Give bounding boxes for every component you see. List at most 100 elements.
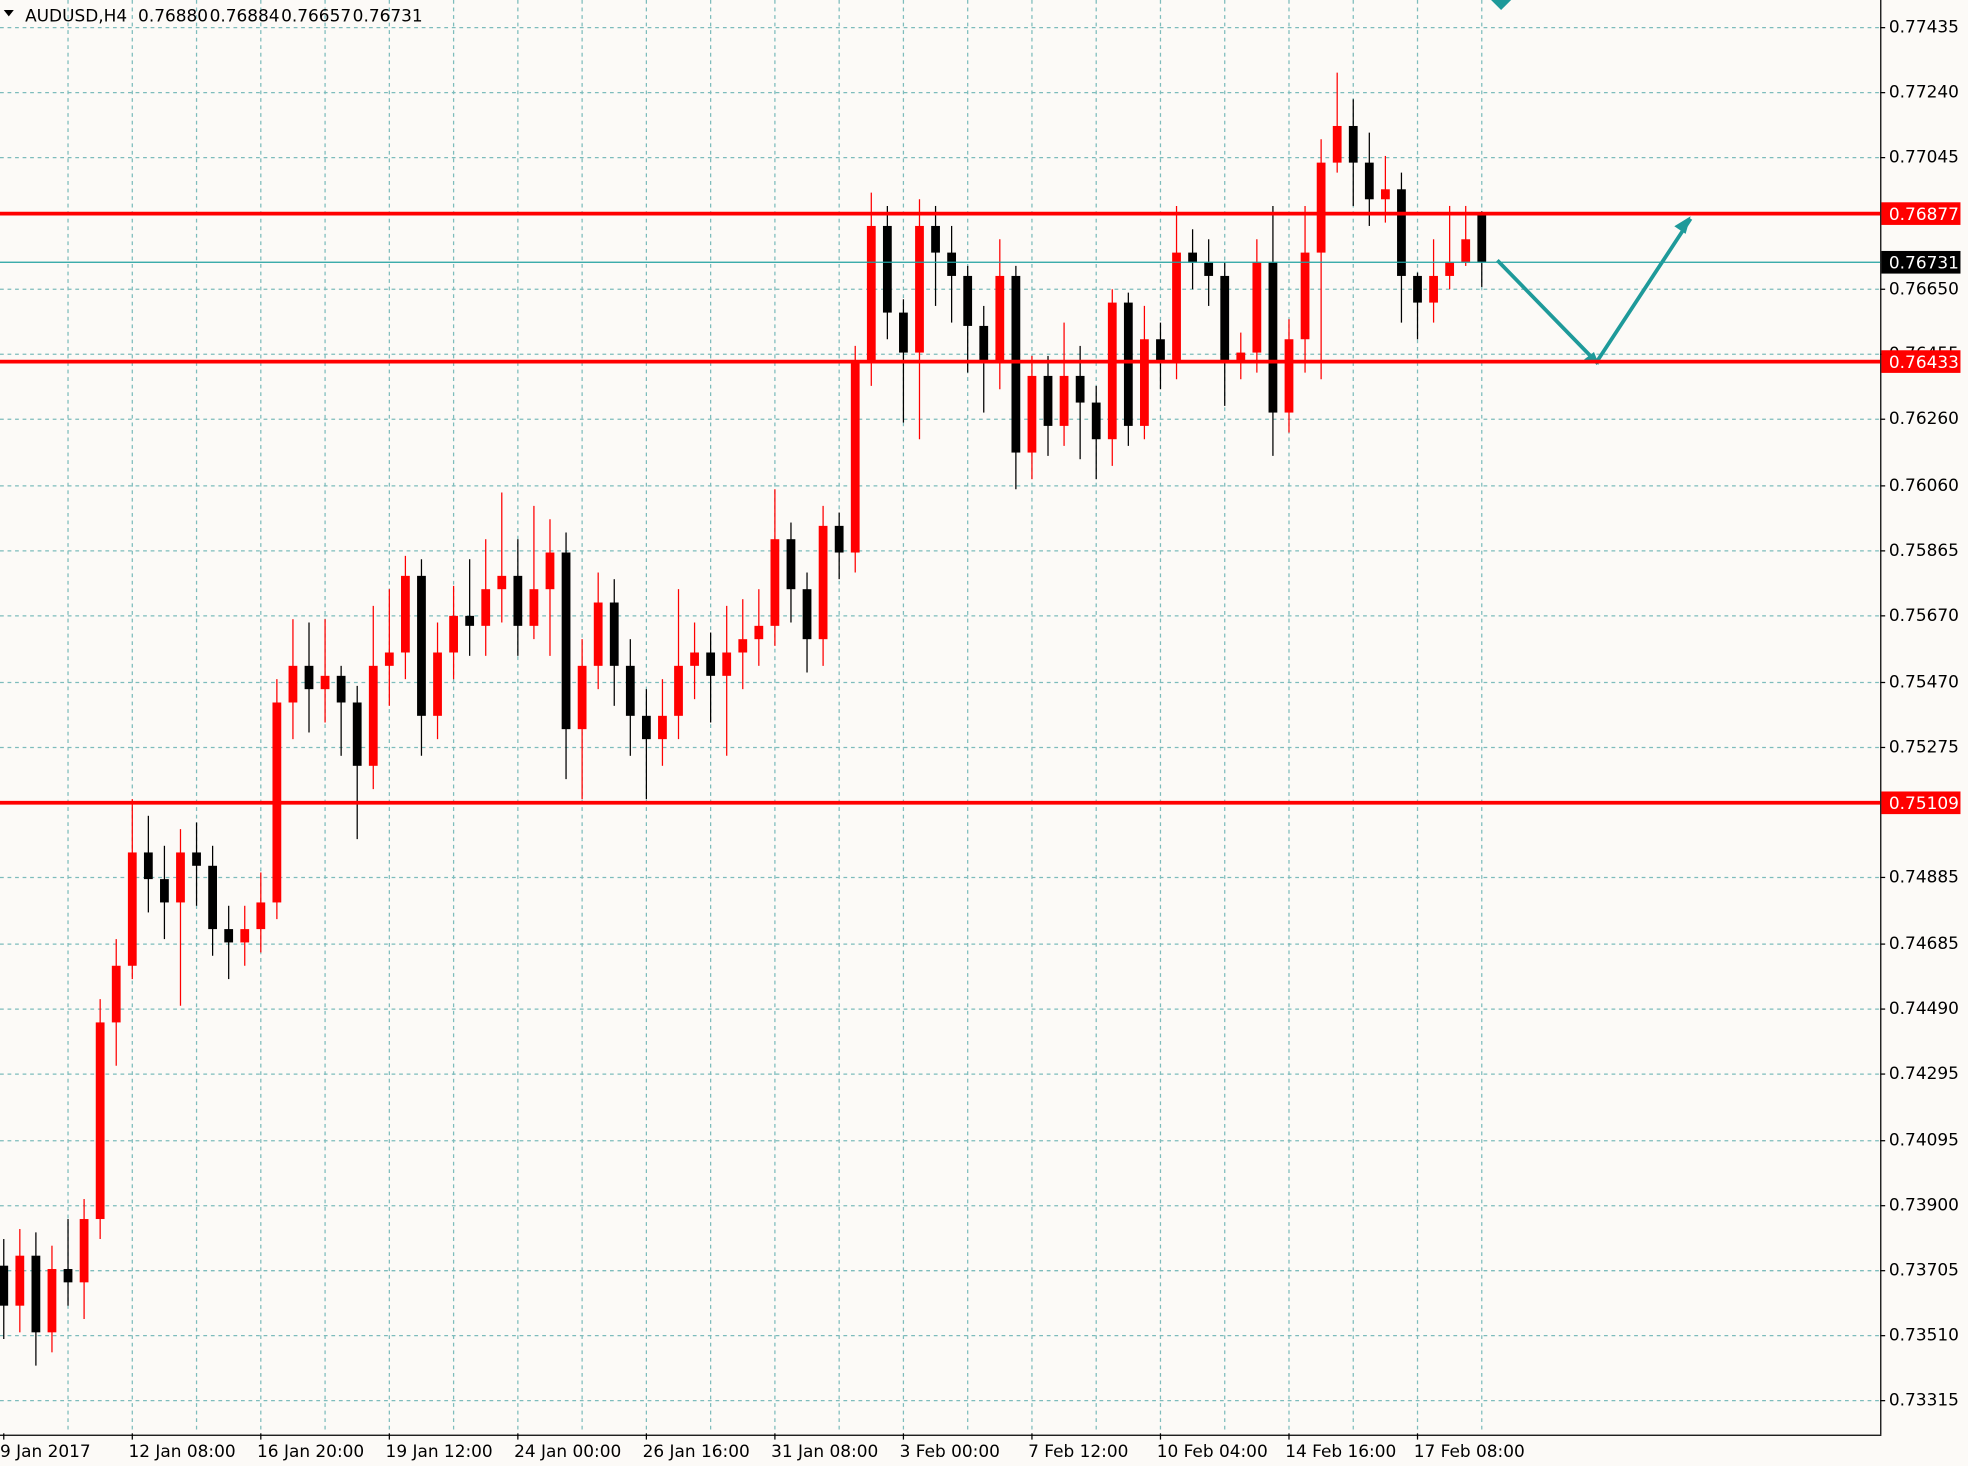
candle-body [529,589,539,626]
candle-body [47,1269,57,1333]
x-tick-label: 16 Jan 20:00 [257,1441,364,1461]
candle-body [1123,302,1133,426]
y-tick-label: 0.76060 [1889,475,1959,495]
candle-body [79,1219,89,1283]
candle-body [1252,262,1262,353]
x-tick-label: 12 Jan 08:00 [129,1441,236,1461]
candle-body [1204,262,1214,276]
candle-body [1172,252,1181,363]
quote-open: 0.76880 [138,5,208,25]
candle-body [1188,252,1197,263]
x-tick-label: 3 Feb 00:00 [900,1441,1000,1461]
candle-body [111,965,121,1023]
y-tick-label: 0.74490 [1889,998,1959,1018]
candle-body [449,615,458,653]
price-label-box [1881,350,1961,373]
x-tick-label: 26 Jan 16:00 [643,1441,750,1461]
candle-body [738,639,748,653]
menu-triangle[interactable] [3,10,14,17]
candle-body [288,665,298,703]
candle-body [192,852,201,866]
candle-body [947,252,957,276]
price-label-box [1881,202,1961,225]
candle-body [1461,239,1471,263]
price-label: 0.75109 [1889,793,1959,813]
y-tick-label: 0.74685 [1889,933,1959,953]
candle-body [1268,262,1278,413]
arrow-head [1674,216,1691,234]
candle-body [899,312,908,353]
candle-body [1140,339,1149,426]
x-tick-label: 7 Feb 12:00 [1028,1441,1128,1461]
candle-body [1300,252,1310,340]
candle-body [31,1255,41,1333]
candle-body [417,575,426,716]
y-tick-label: 0.77435 [1889,17,1959,37]
candle-body [1011,275,1021,453]
candle-body [1364,162,1374,200]
y-tick-label: 0.75670 [1889,605,1959,625]
y-tick-label: 0.75865 [1889,540,1959,560]
candle-body [979,325,989,363]
price-axis-bg [1880,0,1968,1466]
candle-body [690,652,699,666]
candle-body [481,589,491,626]
candle-body [465,615,475,626]
candle-body [754,625,764,640]
candle-body [513,575,523,626]
candle-body [15,1255,25,1306]
candle-body [882,225,892,313]
x-tick-label: 31 Jan 08:00 [771,1441,878,1461]
price-label-box [1881,791,1961,815]
candle-body [497,575,507,590]
candle-body [63,1269,73,1283]
candle-body [176,852,185,903]
y-tick-label: 0.74885 [1889,866,1959,886]
candle-body [1059,375,1069,426]
y-tick-label: 0.77045 [1889,147,1959,167]
candle-body [208,865,218,930]
candle-body [1236,352,1246,363]
x-tick-label: 17 Feb 08:00 [1414,1441,1525,1461]
candle-body [866,225,876,363]
y-tick-label: 0.74295 [1889,1063,1959,1083]
x-tick-label: 9 Jan 2017 [0,1441,91,1461]
candle-body [1445,262,1455,276]
candle-body [722,652,732,676]
candle-body [95,1022,105,1220]
candle-body [224,929,234,943]
candle-body [625,665,635,716]
candle-body [658,715,667,740]
price-label: 0.76433 [1889,352,1959,372]
candle-body [256,902,266,930]
candle-body [368,665,378,766]
candle-body [1027,375,1037,453]
candle-body [1107,302,1117,440]
candle-body [352,702,362,766]
candle-body [786,539,796,590]
candle-body [127,852,137,966]
quote-high: 0.76884 [210,5,280,25]
candle-body [320,675,330,690]
candle-body [401,575,410,653]
candle-body [802,589,812,640]
candle-body [850,362,860,553]
candle-body [931,225,940,253]
candle-body [1413,275,1422,303]
candle-body [0,1265,9,1306]
candle-body [834,525,844,553]
y-tick-label: 0.73705 [1889,1260,1959,1280]
x-tick-label: 10 Feb 04:00 [1157,1441,1268,1461]
candle-body [561,552,571,730]
candle-body [433,652,442,716]
candle-body [1397,189,1406,276]
y-tick-label: 0.73315 [1889,1390,1959,1410]
candle-body [674,665,683,716]
candle-body [963,275,973,326]
price-label-box [1881,250,1961,274]
candle-body [577,665,587,730]
y-tick-label: 0.74095 [1889,1130,1959,1150]
y-tick-label: 0.75275 [1889,736,1959,756]
x-tick-label: 14 Feb 16:00 [1285,1441,1396,1461]
